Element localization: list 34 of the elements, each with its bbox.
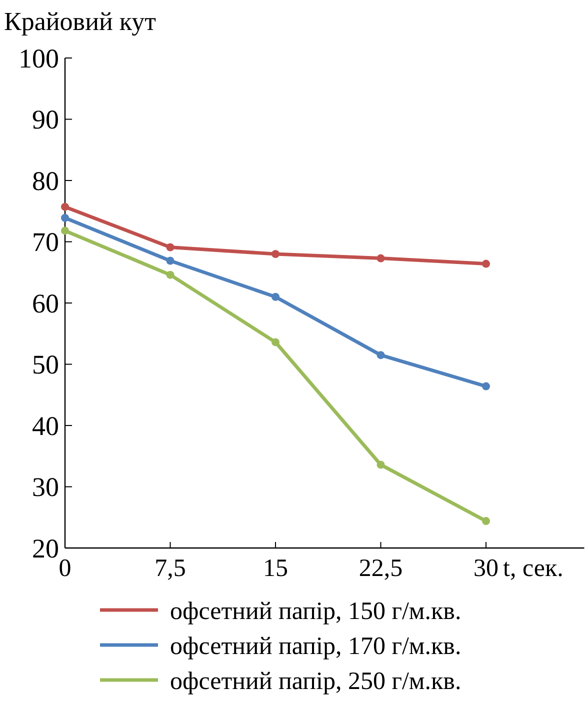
y-tick-label: 40 bbox=[32, 410, 59, 441]
point bbox=[166, 243, 174, 252]
y-tick-label: 90 bbox=[32, 104, 59, 135]
y-tick-label: 60 bbox=[32, 288, 59, 318]
point bbox=[482, 382, 490, 390]
point bbox=[272, 292, 280, 301]
x-tick-label: 30 bbox=[474, 555, 498, 582]
x-axis-title: t, сек. bbox=[503, 555, 564, 582]
legend-label: офсетний папір, 150 г/м.кв. bbox=[170, 598, 462, 625]
y-tick-label: 100 bbox=[18, 43, 59, 74]
y-tick-label: 70 bbox=[32, 227, 59, 258]
point bbox=[166, 270, 174, 279]
point bbox=[482, 517, 490, 526]
point bbox=[61, 226, 69, 235]
point bbox=[482, 260, 490, 268]
x-tick-label: 0 bbox=[58, 555, 72, 582]
point bbox=[272, 338, 280, 346]
y-tick-label: 50 bbox=[32, 350, 59, 380]
y-axis-title: Крайовий кут bbox=[4, 7, 156, 36]
point bbox=[61, 202, 69, 211]
point bbox=[166, 256, 174, 265]
point bbox=[272, 250, 280, 258]
y-tick-label: 80 bbox=[32, 166, 59, 196]
legend-label: офсетний папір, 250 г/м.кв. bbox=[170, 668, 462, 695]
point bbox=[376, 351, 385, 360]
y-tick-label: 30 bbox=[32, 472, 59, 502]
legend-label: офсетний папір, 170 г/м.кв. bbox=[170, 632, 462, 660]
point bbox=[376, 254, 385, 262]
point bbox=[376, 460, 385, 469]
x-tick-label: 22,5 bbox=[358, 555, 403, 582]
point bbox=[61, 214, 69, 222]
y-tick-label: 20 bbox=[32, 533, 59, 564]
x-tick-label: 7,5 bbox=[154, 555, 186, 582]
x-tick-label: 15 bbox=[263, 555, 288, 582]
